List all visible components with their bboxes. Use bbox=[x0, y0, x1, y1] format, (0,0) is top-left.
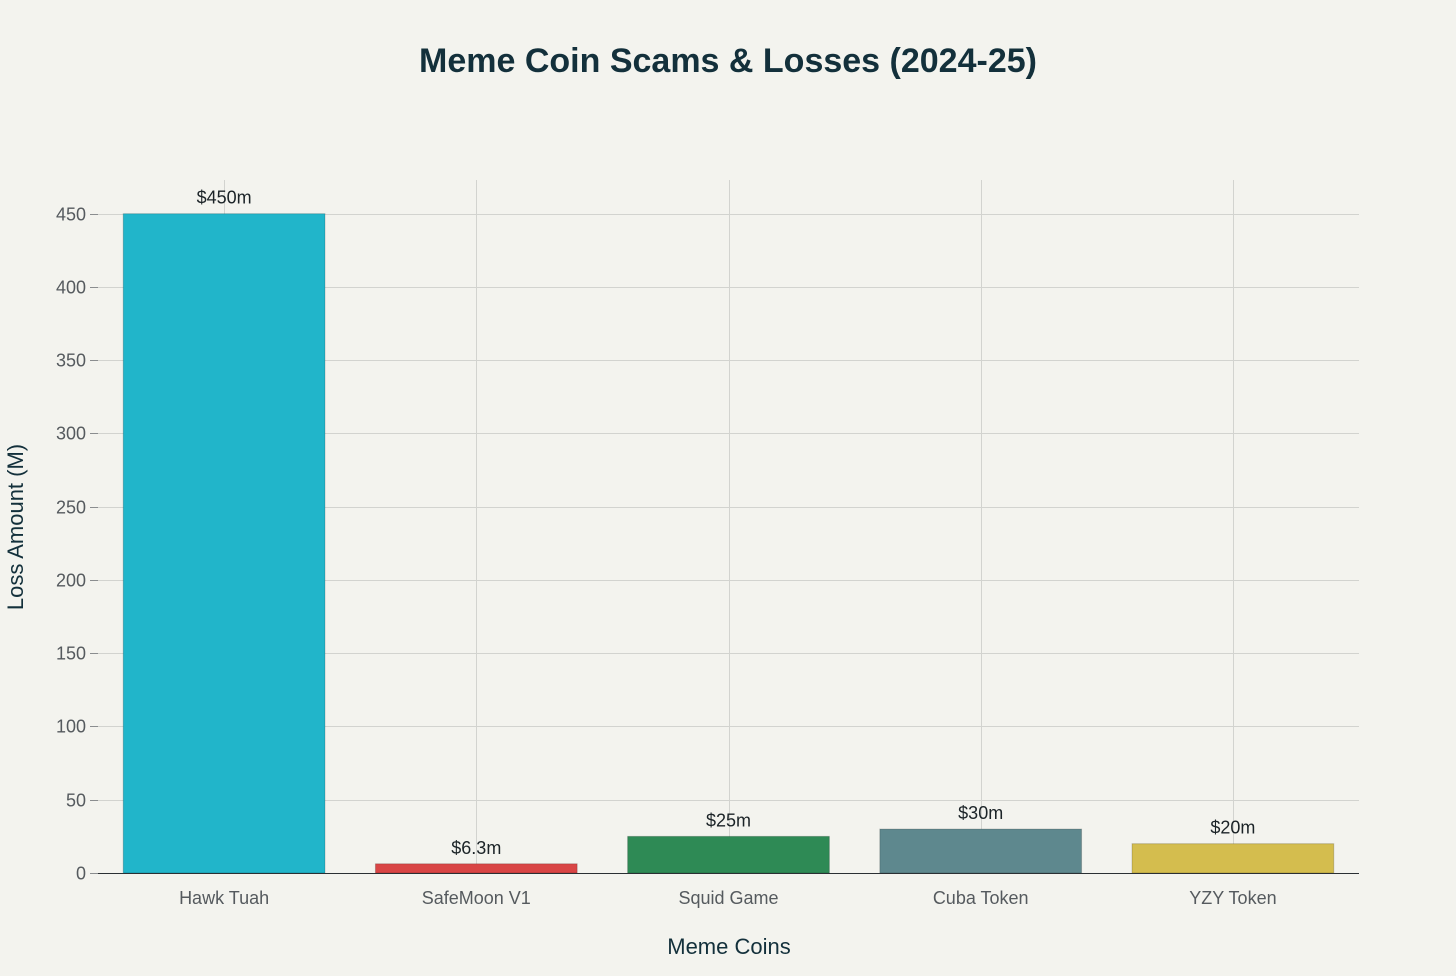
y-tick-labels: 0 50 100 150 200 250 300 350 400 450 bbox=[56, 205, 98, 884]
y-tick-label: 450 bbox=[56, 205, 86, 225]
x-tick-labels: Hawk Tuah SafeMoon V1 Squid Game Cuba Token… bbox=[179, 888, 1277, 908]
x-axis-title: Meme Coins bbox=[667, 934, 790, 959]
data-label: $6.3m bbox=[451, 838, 501, 858]
x-tick-label: Cuba Token bbox=[933, 888, 1029, 908]
data-label: $30m bbox=[958, 803, 1003, 823]
x-tick-label: Squid Game bbox=[678, 888, 778, 908]
x-tick-label: YZY Token bbox=[1189, 888, 1276, 908]
data-labels: $450m $6.3m $25m $30m $20m bbox=[197, 188, 1256, 858]
data-label: $450m bbox=[197, 188, 252, 208]
y-tick-label: 150 bbox=[56, 644, 86, 664]
bar bbox=[879, 828, 1083, 874]
x-tick-label: SafeMoon V1 bbox=[422, 888, 531, 908]
y-tick-label: 350 bbox=[56, 351, 86, 371]
data-label: $25m bbox=[706, 810, 751, 830]
bars bbox=[122, 213, 1335, 874]
y-axis-title: Loss Amount (M) bbox=[3, 444, 28, 610]
x-tick-label: Hawk Tuah bbox=[179, 888, 269, 908]
y-tick-label: 100 bbox=[56, 717, 86, 737]
bar bbox=[627, 835, 830, 874]
bar bbox=[122, 213, 326, 874]
data-label: $20m bbox=[1210, 818, 1255, 838]
y-tick-label: 400 bbox=[56, 278, 86, 298]
y-tick-label: 0 bbox=[76, 864, 86, 884]
chart-title: Meme Coin Scams & Losses (2024-25) bbox=[419, 42, 1037, 80]
bar bbox=[1131, 843, 1335, 874]
y-tick-label: 300 bbox=[56, 424, 86, 444]
y-tick-label: 250 bbox=[56, 498, 86, 518]
y-tick-label: 200 bbox=[56, 571, 86, 591]
bar bbox=[374, 863, 578, 874]
y-tick-label: 50 bbox=[66, 791, 86, 811]
